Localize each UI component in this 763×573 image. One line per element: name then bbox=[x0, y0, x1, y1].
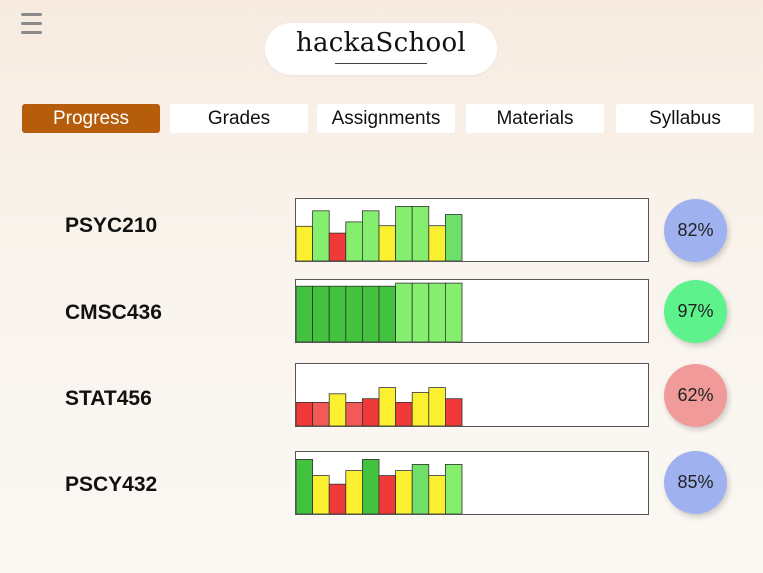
progress-bar bbox=[378, 387, 397, 426]
progress-bar-chart bbox=[295, 451, 649, 515]
logo-underline bbox=[335, 63, 427, 64]
progress-bar bbox=[312, 402, 330, 426]
tab-assignments[interactable]: Assignments bbox=[317, 104, 455, 133]
progress-bar bbox=[395, 402, 413, 426]
progress-bar bbox=[312, 475, 330, 514]
progress-bar bbox=[328, 232, 347, 261]
tab-materials[interactable]: Materials bbox=[466, 104, 604, 133]
grade-percent-badge: 85% bbox=[664, 451, 727, 514]
progress-bar bbox=[428, 475, 446, 514]
progress-bar bbox=[296, 225, 314, 261]
progress-bars bbox=[296, 459, 463, 514]
progress-bar bbox=[345, 470, 363, 514]
progress-bar bbox=[378, 225, 397, 261]
progress-bar bbox=[328, 285, 347, 342]
course-name: PSYC210 bbox=[65, 214, 158, 237]
progress-bar bbox=[444, 282, 463, 342]
progress-bar bbox=[312, 285, 330, 342]
progress-bar bbox=[395, 282, 413, 342]
progress-bar bbox=[345, 221, 363, 261]
hamburger-menu-icon[interactable] bbox=[21, 13, 42, 37]
progress-bars bbox=[296, 206, 463, 261]
progress-bar bbox=[444, 463, 463, 514]
logo-text: hackaSchool bbox=[295, 28, 467, 58]
progress-bar bbox=[428, 387, 446, 426]
course-name: STAT456 bbox=[65, 387, 152, 410]
progress-bar bbox=[378, 475, 397, 514]
course-name: PSCY432 bbox=[65, 473, 158, 496]
progress-bar bbox=[328, 393, 347, 426]
progress-bar bbox=[444, 214, 463, 261]
tab-bar: Progress Grades Assignments Materials Sy… bbox=[22, 104, 754, 134]
progress-bar bbox=[362, 459, 380, 514]
progress-bar bbox=[362, 398, 380, 426]
progress-bars bbox=[296, 387, 463, 426]
grade-percent-badge: 62% bbox=[664, 364, 727, 427]
tab-syllabus[interactable]: Syllabus bbox=[616, 104, 754, 133]
app-logo: hackaSchool bbox=[265, 23, 497, 75]
tab-grades[interactable]: Grades bbox=[170, 104, 308, 133]
progress-bar bbox=[362, 285, 380, 342]
progress-bar bbox=[411, 392, 430, 426]
grade-percent-badge: 82% bbox=[664, 199, 727, 262]
progress-bar bbox=[296, 402, 314, 426]
progress-bar bbox=[296, 459, 314, 514]
progress-bar bbox=[395, 470, 413, 514]
progress-bar bbox=[411, 282, 430, 342]
progress-bar bbox=[362, 210, 380, 261]
progress-bar bbox=[411, 463, 430, 514]
progress-bar-chart bbox=[295, 363, 649, 427]
progress-bar bbox=[428, 282, 446, 342]
progress-bar bbox=[428, 225, 446, 261]
progress-bar bbox=[444, 398, 463, 426]
progress-bar bbox=[378, 285, 397, 342]
tab-progress[interactable]: Progress bbox=[22, 104, 160, 133]
progress-bars bbox=[296, 282, 463, 342]
progress-bar bbox=[312, 210, 330, 261]
grade-percent-badge: 97% bbox=[664, 280, 727, 343]
progress-bar-chart bbox=[295, 198, 649, 262]
progress-bar-chart bbox=[295, 279, 649, 343]
course-name: CMSC436 bbox=[65, 301, 162, 324]
progress-bar bbox=[345, 285, 363, 342]
progress-bar bbox=[395, 206, 413, 261]
progress-bar bbox=[345, 402, 363, 426]
progress-bar bbox=[328, 483, 347, 514]
progress-bar bbox=[411, 206, 430, 261]
progress-bar bbox=[296, 285, 314, 342]
